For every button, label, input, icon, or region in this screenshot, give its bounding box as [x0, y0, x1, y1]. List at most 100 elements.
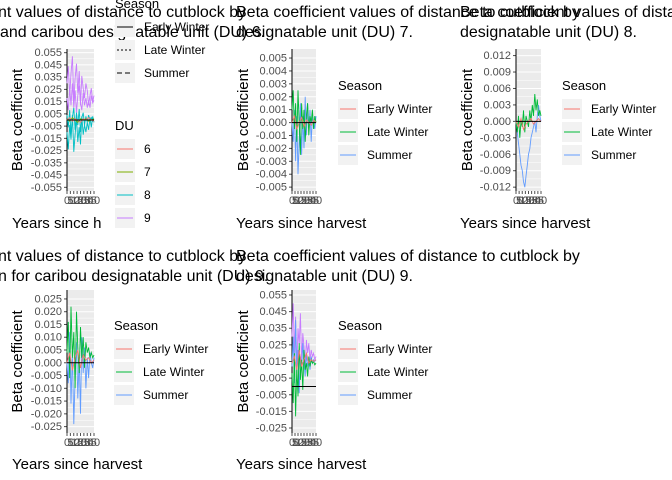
legend-label: Late Winter	[144, 43, 205, 57]
y-tick-label: -0.015	[256, 406, 287, 418]
x-tick-label: 5	[67, 195, 73, 207]
y-axis-title: Beta coefficient	[9, 68, 26, 171]
y-tick-label: 0.015	[34, 96, 62, 108]
series-line-2	[515, 93, 542, 138]
series-line-3	[291, 114, 317, 131]
x-tick-label: 40	[535, 195, 547, 207]
y-tick-label: -0.025	[256, 423, 287, 435]
chart-title-line: Beta coefficient values of distance to c…	[460, 4, 672, 21]
series-line-2	[291, 90, 317, 155]
x-axis-title: Years since h	[12, 215, 102, 232]
series-line-3	[66, 349, 95, 371]
y-tick-label: 0.005	[34, 108, 62, 120]
x-tick-label: 30	[529, 195, 541, 207]
x-tick-label: 20	[298, 195, 310, 207]
y-tick-label: -0.005	[31, 370, 62, 382]
y-tick-label: 0.000	[483, 116, 511, 128]
chart-title-line: n for caribou designatable unit (DU) 9.	[0, 268, 268, 285]
series-line-3	[291, 343, 317, 417]
x-tick-label: 15	[295, 437, 307, 449]
y-axis-title: Beta coefficient	[459, 68, 476, 171]
legend-label: 8	[144, 188, 151, 202]
y-tick-label: -0.012	[480, 182, 511, 194]
y-tick-label: 0.002	[259, 91, 287, 103]
x-tick-label: 40	[310, 195, 322, 207]
legend-season: Season Early Winter Late Winter Summer	[338, 78, 432, 165]
chart-title-line: designatable unit (DU) 7.	[236, 24, 413, 41]
x-tick-label: 10	[292, 195, 304, 207]
x-tick-label: 30	[304, 195, 316, 207]
chart-title-line: designatable unit (DU) 9.	[236, 268, 413, 285]
legend-label: Summer	[143, 388, 188, 402]
y-tick-label: -0.015	[31, 396, 62, 408]
x-tick-label: 10	[516, 195, 528, 207]
y-tick-label: 0.055	[259, 289, 287, 301]
legend-season: Season Early Winter Late Winter Summer	[562, 78, 656, 165]
x-tick-label: 10	[292, 437, 304, 449]
x-tick-label: 35	[307, 437, 319, 449]
y-tick-label: -0.010	[31, 383, 62, 395]
y-axis-title: Beta coefficient	[235, 310, 252, 413]
legend-label: Early Winter	[367, 342, 432, 356]
x-tick-label: 5	[67, 437, 73, 449]
legend-label: Early Winter	[143, 342, 208, 356]
series-line-5	[66, 116, 95, 124]
chart-title-line: designatable unit (DU) 8.	[460, 24, 637, 41]
y-tick-label: 0.005	[34, 345, 62, 357]
series-line-4	[291, 349, 317, 370]
x-tick-label: 35	[532, 195, 544, 207]
x-tick-label: 40	[88, 195, 100, 207]
y-tick-label: 0.015	[259, 356, 287, 368]
y-tick-label: 0.004	[259, 65, 287, 77]
y-tick-label: -0.025	[31, 145, 62, 157]
legend-label: Summer	[591, 148, 636, 162]
x-tick-label: 0	[289, 437, 295, 449]
x-tick-label: 25	[301, 437, 313, 449]
y-tick-label: 0.009	[483, 67, 511, 79]
x-tick-label: 35	[85, 195, 97, 207]
y-axis-title: Beta coefficient	[9, 310, 26, 413]
x-tick-label: 15	[519, 195, 531, 207]
y-tick-label: 0.045	[259, 306, 287, 318]
legend-label: Summer	[367, 388, 412, 402]
x-tick-label: 35	[85, 437, 97, 449]
y-tick-label: 0.025	[259, 339, 287, 351]
x-tick-label: 20	[74, 195, 86, 207]
x-axis-title: Years since harvest	[236, 456, 367, 473]
y-tick-label: -0.035	[31, 157, 62, 169]
x-axis-title: Years since harvest	[12, 456, 143, 473]
y-tick-label: -0.025	[31, 421, 62, 433]
x-tick-label: 5	[516, 195, 522, 207]
y-tick-label: 0.000	[34, 357, 62, 369]
series-line-1	[66, 332, 95, 425]
legend-label: Early Winter	[367, 102, 432, 116]
y-tick-label: 0.035	[34, 72, 62, 84]
legend-label: Early Winter	[591, 102, 656, 116]
x-tick-label: 10	[68, 195, 80, 207]
x-tick-label: 5	[292, 195, 298, 207]
legend-season: Season Early Winter Late Winter Summer	[338, 318, 432, 405]
x-tick-label: 10	[68, 437, 80, 449]
y-tick-label: -0.003	[256, 156, 287, 168]
series-line-2	[66, 83, 95, 113]
x-tick-label: 30	[81, 437, 93, 449]
x-tick-label: 20	[298, 437, 310, 449]
y-tick-label: 0.006	[483, 83, 511, 95]
chart-panel-1: -0.055-0.045-0.035-0.025-0.015-0.0050.00…	[0, 0, 265, 232]
y-tick-label: 0.020	[34, 306, 62, 318]
chart-title-line: nt values of distance to cutblock by	[0, 4, 246, 21]
y-tick-label: 0.005	[259, 373, 287, 385]
x-tick-label: 20	[74, 437, 86, 449]
legend-title: Season	[115, 0, 159, 11]
chart-title-line: Beta coefficient values of distance to c…	[236, 248, 580, 265]
x-tick-label: 15	[71, 437, 83, 449]
legend-label: 6	[144, 142, 151, 156]
y-tick-label: -0.020	[31, 408, 62, 420]
y-tick-label: -0.002	[256, 143, 287, 155]
legend-label: Summer	[144, 66, 189, 80]
y-tick-label: -0.005	[31, 121, 62, 133]
y-tick-label: -0.055	[31, 182, 62, 194]
y-tick-label: -0.006	[480, 149, 511, 161]
y-tick-label: -0.003	[480, 132, 511, 144]
x-tick-label: 5	[292, 437, 298, 449]
